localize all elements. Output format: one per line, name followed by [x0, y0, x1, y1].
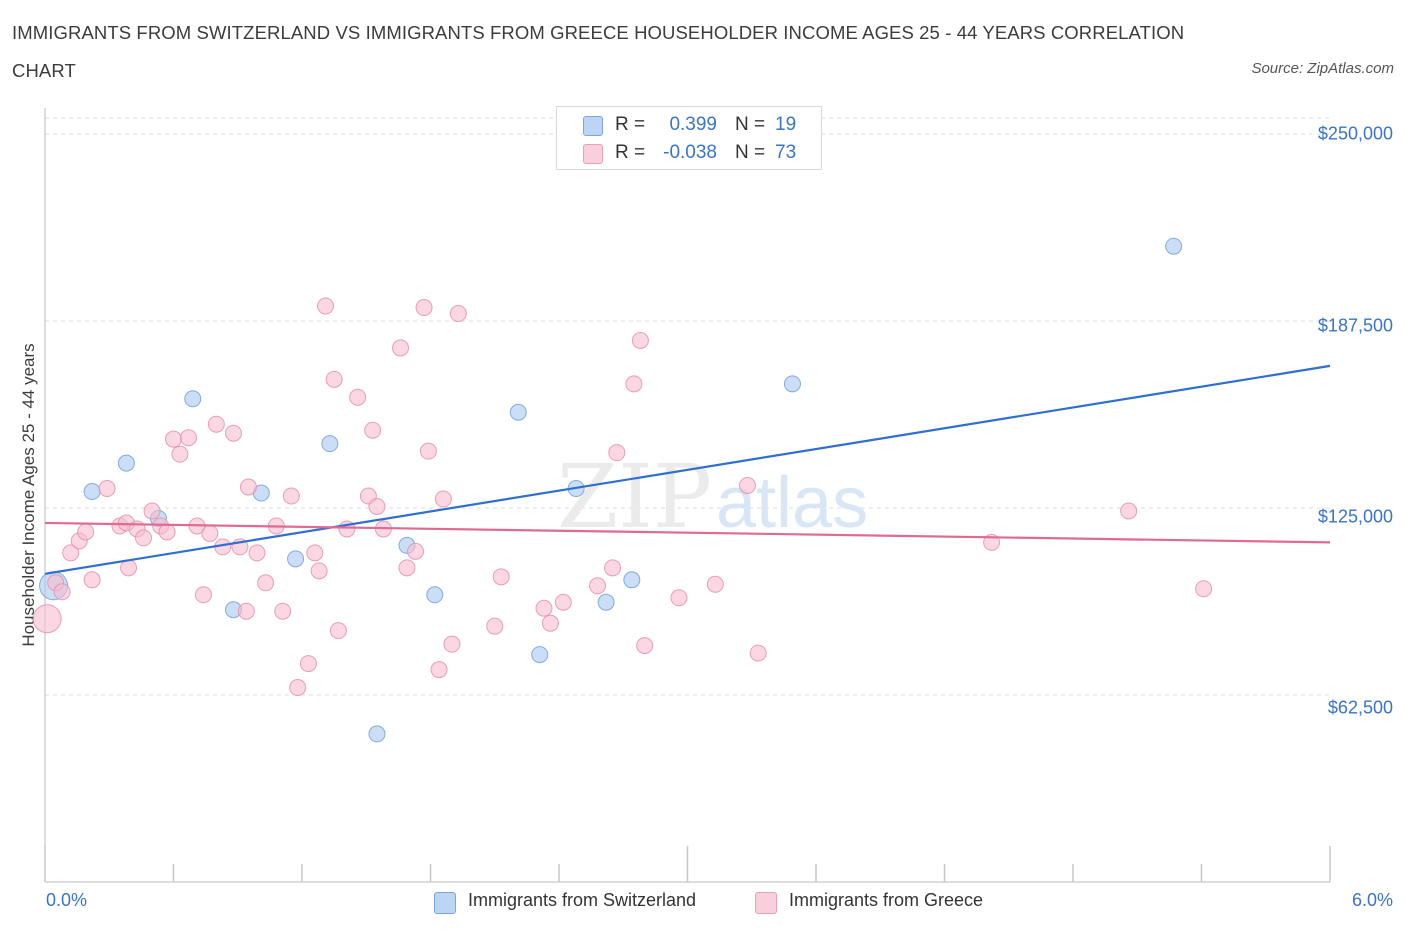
- switzerland-point: [368, 725, 386, 743]
- greece-point: [434, 490, 452, 508]
- switzerland-point: [783, 375, 801, 393]
- greece-point: [143, 502, 161, 520]
- switzerland-point: [426, 586, 444, 604]
- y-tick-label: $187,500: [1317, 315, 1393, 336]
- stats-legend: R = 0.399 N = 19 R = -0.038 N = 73: [556, 106, 822, 170]
- x-tick-label-max: 6.0%: [1351, 890, 1393, 910]
- greece-point: [449, 305, 467, 323]
- switzerland-point: [184, 390, 202, 408]
- greece-point: [589, 577, 607, 595]
- legend-label-greece: Immigrants from Greece: [789, 890, 984, 910]
- greece-point: [486, 617, 504, 635]
- y-tick-label: $125,000: [1317, 506, 1393, 527]
- greece-point: [239, 478, 257, 496]
- switzerland-point: [321, 435, 339, 453]
- legend-label-switzerland: Immigrants from Switzerland: [468, 890, 697, 910]
- greece-point: [415, 299, 433, 317]
- greece-point: [325, 370, 343, 388]
- greece-point: [706, 575, 724, 593]
- greece-point: [62, 544, 80, 562]
- source-label: Source: ZipAtlas.com: [1251, 60, 1394, 77]
- legend-swatch-switzerland: [583, 116, 603, 136]
- legend-r-label: R =: [615, 114, 646, 135]
- greece-point: [83, 571, 101, 589]
- greece-point: [237, 602, 255, 620]
- greece-point: [1120, 502, 1138, 520]
- greece-point: [443, 635, 461, 653]
- greece-point: [541, 614, 559, 632]
- greece-point: [32, 604, 62, 634]
- greece-point: [349, 388, 367, 406]
- greece-point: [98, 480, 116, 498]
- greece-point: [492, 568, 510, 586]
- greece-point: [257, 574, 275, 592]
- switzerland-point: [531, 646, 549, 664]
- greece-point: [317, 297, 335, 315]
- greece-point: [608, 444, 626, 462]
- y-tick-label: $62,500: [1327, 697, 1393, 718]
- greece-point: [274, 602, 292, 620]
- greece-point: [165, 430, 182, 448]
- legend-swatch-switzerland: [434, 892, 456, 914]
- greece-point: [135, 529, 153, 547]
- legend-n-value: 19: [775, 114, 797, 135]
- greece-point: [625, 375, 643, 393]
- greece-point: [310, 562, 328, 580]
- greece-trend-line: [44, 521, 1331, 544]
- greece-point: [282, 487, 300, 505]
- greece-point: [749, 644, 767, 662]
- greece-point: [398, 559, 416, 577]
- legend-n-label: N =: [735, 114, 766, 135]
- greece-point: [636, 637, 654, 655]
- switzerland-point: [623, 571, 641, 589]
- switzerland-point: [597, 593, 615, 611]
- greece-point: [306, 544, 324, 562]
- switzerland-point: [1165, 237, 1183, 255]
- greece-point: [535, 599, 553, 617]
- greece-point: [554, 593, 572, 611]
- watermark-atlas: atlas: [716, 463, 868, 543]
- greece-point: [194, 586, 212, 604]
- y-tick-label: $250,000: [1317, 123, 1393, 144]
- greece-point: [670, 589, 688, 607]
- greece-point: [604, 559, 622, 577]
- legend-n-label: N =: [735, 142, 766, 163]
- greece-point: [224, 424, 242, 442]
- greece-point: [407, 542, 425, 560]
- greece-point: [158, 523, 176, 541]
- legend-r-label: R =: [615, 142, 646, 163]
- greece-point: [299, 655, 317, 673]
- switzerland-trend-line: [44, 364, 1331, 575]
- legend-swatch-greece: [583, 144, 603, 164]
- greece-point: [392, 339, 410, 357]
- chart-title: IMMIGRANTS FROM SWITZERLAND VS IMMIGRANT…: [12, 22, 1185, 81]
- legend-r-value: 0.399: [669, 114, 717, 135]
- switzerland-point: [509, 403, 527, 421]
- greece-point: [289, 679, 307, 697]
- switzerland-point: [83, 483, 101, 501]
- greece-point: [364, 421, 382, 439]
- greece-point: [631, 331, 649, 349]
- greece-point: [171, 445, 189, 463]
- switzerland-point: [287, 550, 305, 568]
- greece-point: [77, 523, 95, 541]
- greece-point: [368, 498, 386, 516]
- greece-point: [430, 661, 448, 679]
- greece-point: [201, 524, 219, 542]
- greece-point: [738, 477, 756, 495]
- switzerland-point: [117, 454, 135, 472]
- greece-point: [419, 442, 437, 460]
- greece-point: [53, 583, 71, 601]
- legend-r-value: -0.038: [663, 142, 717, 163]
- legend-swatch-greece: [755, 892, 777, 914]
- greece-point: [207, 415, 225, 433]
- greece-point: [1195, 580, 1213, 598]
- legend-n-value: 73: [775, 142, 797, 163]
- greece-point: [248, 544, 266, 562]
- greece-point: [179, 429, 197, 447]
- greece-point: [329, 622, 347, 640]
- x-tick-label-min: 0.0%: [46, 890, 88, 910]
